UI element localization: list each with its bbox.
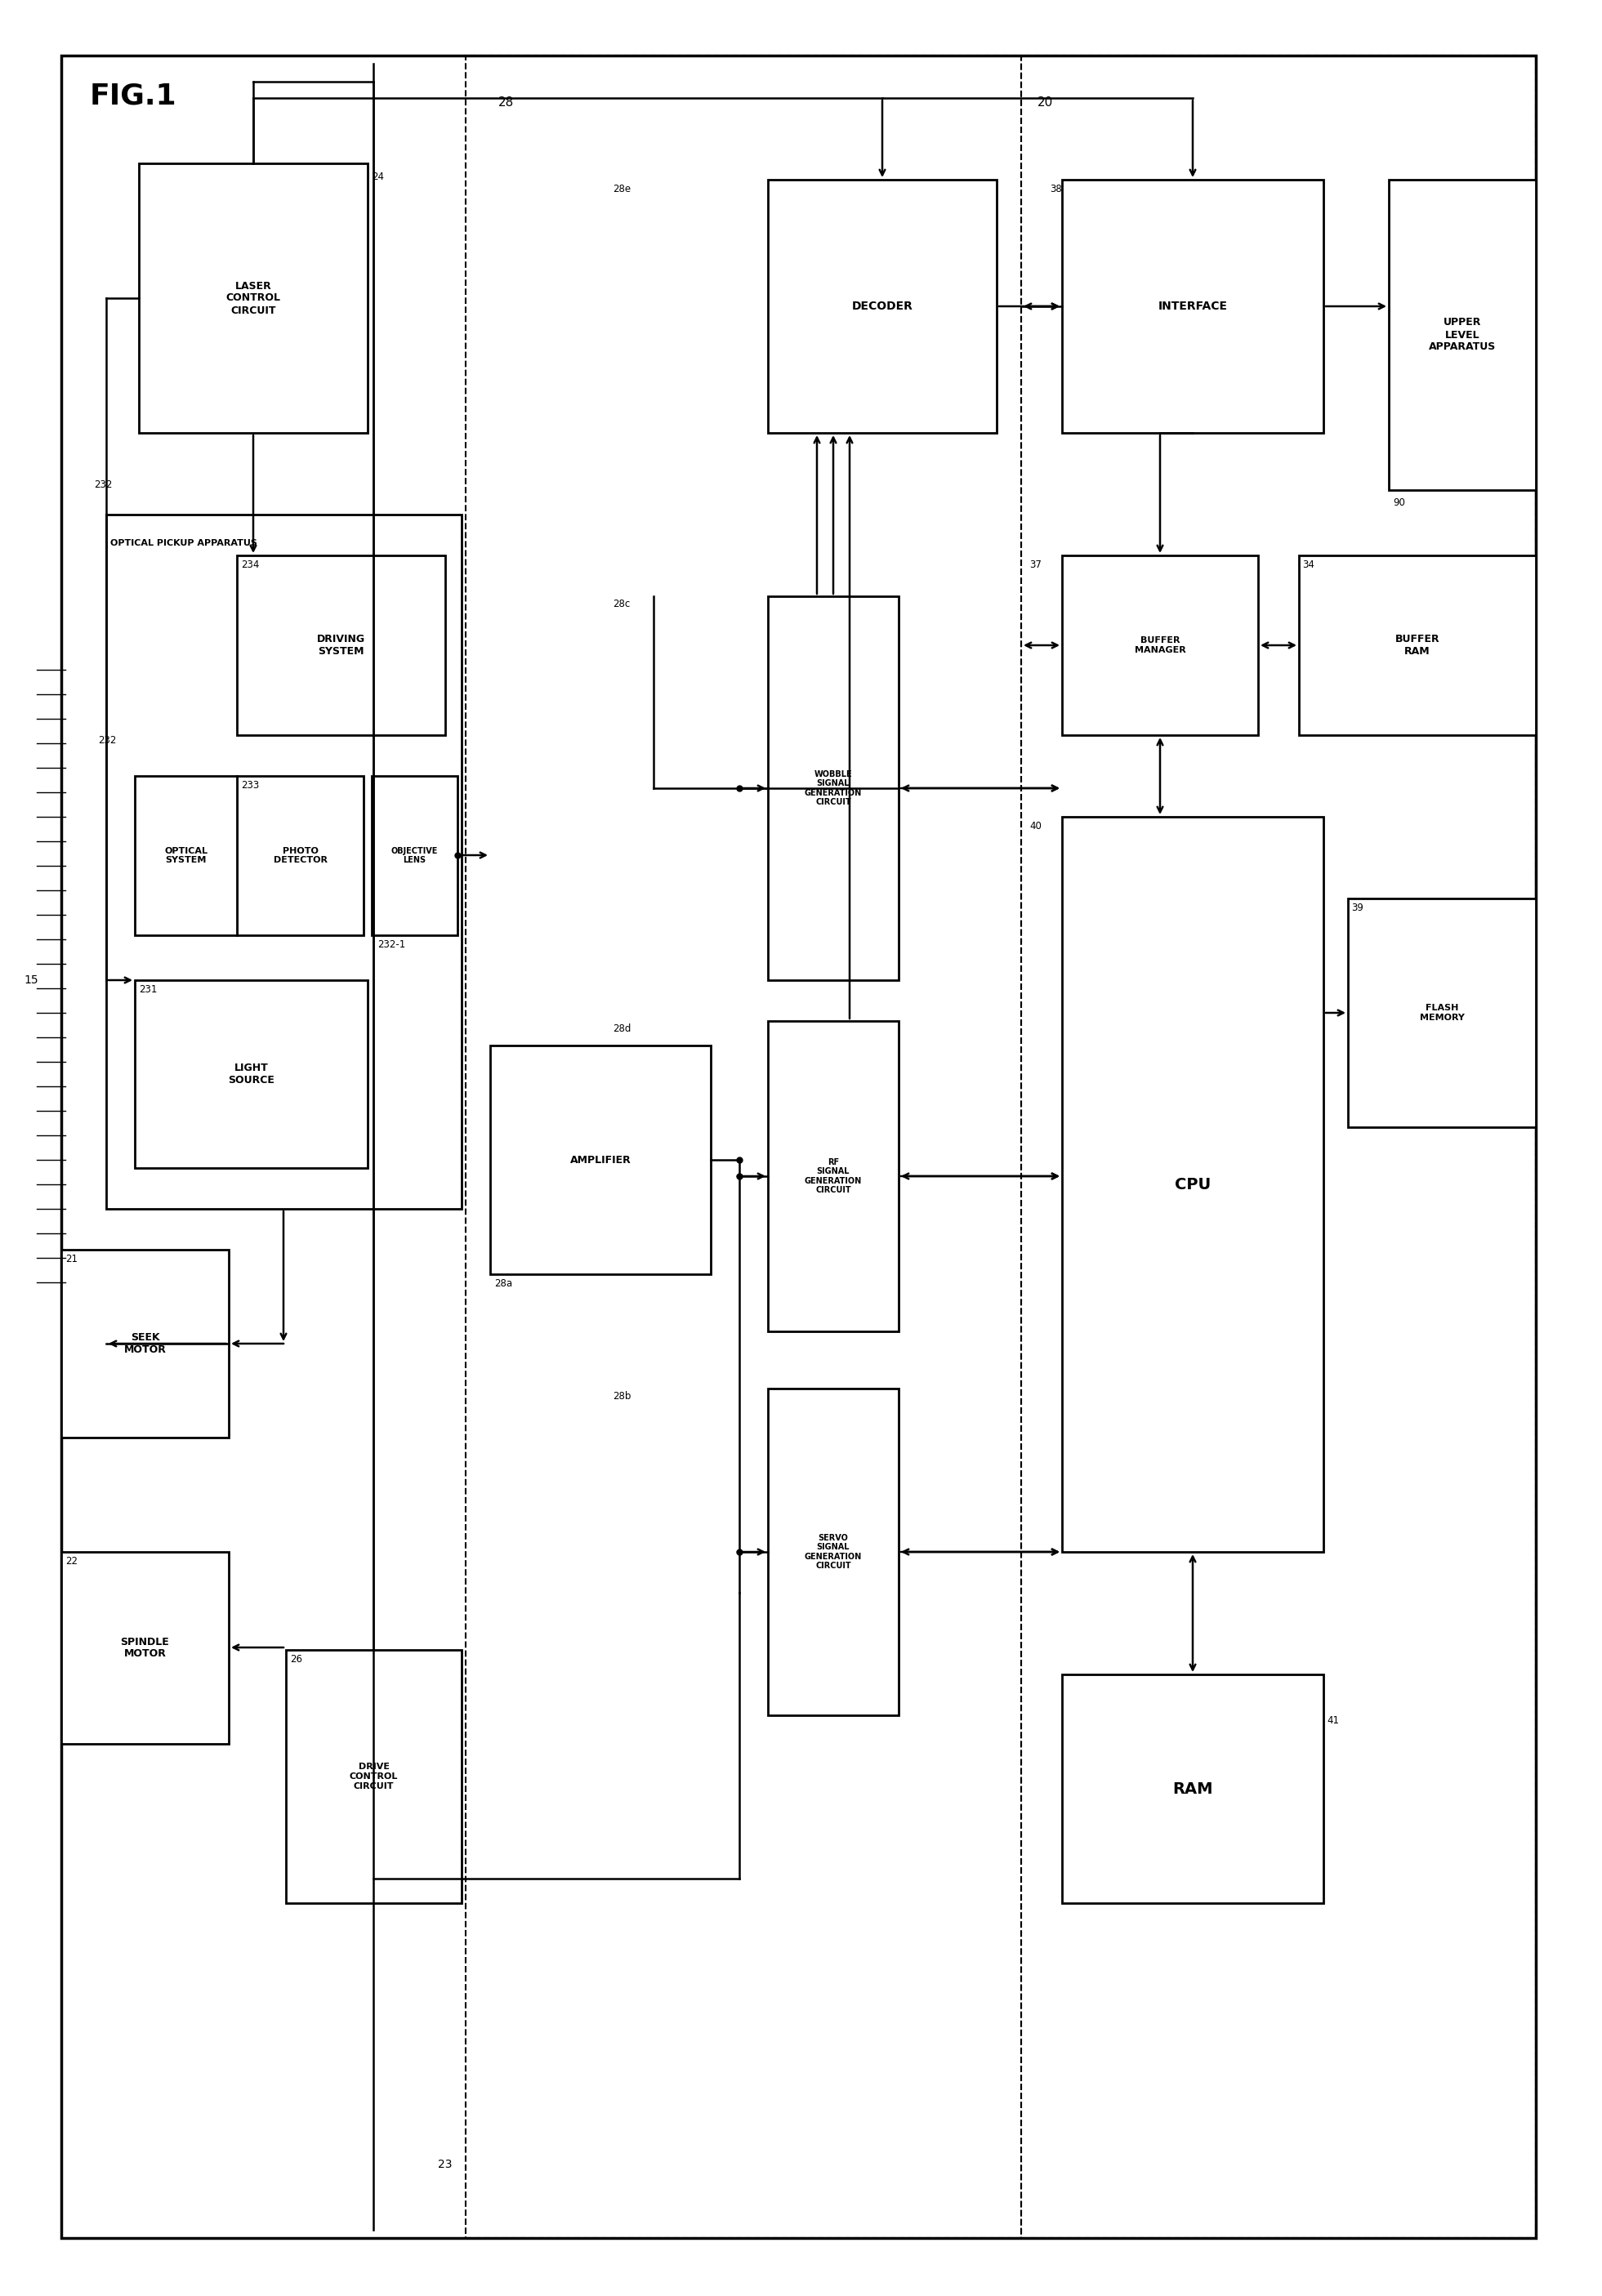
Text: 234: 234 bbox=[240, 560, 260, 569]
Text: DRIVING
SYSTEM: DRIVING SYSTEM bbox=[317, 634, 365, 657]
Text: FLASH
MEMORY: FLASH MEMORY bbox=[1419, 1003, 1464, 1022]
Text: LIGHT
SOURCE: LIGHT SOURCE bbox=[227, 1063, 274, 1086]
Text: UPPER
LEVEL
APPARATUS: UPPER LEVEL APPARATUS bbox=[1429, 317, 1496, 354]
Text: 28d: 28d bbox=[612, 1024, 631, 1033]
Text: RAM: RAM bbox=[1173, 1782, 1213, 1795]
Text: FIG.1: FIG.1 bbox=[90, 83, 176, 110]
Bar bbox=[767, 1389, 899, 1715]
Text: 28c: 28c bbox=[612, 599, 630, 608]
Text: CPU: CPU bbox=[1174, 1176, 1211, 1192]
Text: RF
SIGNAL
GENERATION
CIRCUIT: RF SIGNAL GENERATION CIRCUIT bbox=[804, 1157, 862, 1194]
Bar bbox=[237, 776, 364, 934]
Text: BUFFER
RAM: BUFFER RAM bbox=[1395, 634, 1440, 657]
Text: 232: 232 bbox=[95, 480, 112, 489]
Bar bbox=[1062, 179, 1323, 434]
Text: 34: 34 bbox=[1302, 560, 1314, 569]
Text: 37: 37 bbox=[1030, 560, 1041, 569]
Bar bbox=[135, 776, 237, 934]
Text: 41: 41 bbox=[1326, 1715, 1339, 1727]
Text: 90: 90 bbox=[1392, 498, 1405, 507]
Text: 39: 39 bbox=[1350, 902, 1363, 914]
Text: BUFFER
MANAGER: BUFFER MANAGER bbox=[1134, 636, 1185, 654]
Bar bbox=[1299, 556, 1536, 735]
Bar bbox=[767, 1022, 899, 1332]
Bar bbox=[490, 1045, 711, 1274]
Text: 28a: 28a bbox=[495, 1279, 513, 1288]
Text: 28: 28 bbox=[498, 96, 514, 108]
Bar bbox=[61, 1552, 229, 1745]
Bar bbox=[135, 980, 367, 1169]
Text: 22: 22 bbox=[66, 1557, 77, 1566]
Text: 28e: 28e bbox=[612, 184, 631, 195]
Bar bbox=[1062, 817, 1323, 1552]
Text: 26: 26 bbox=[290, 1653, 303, 1665]
Text: OPTICAL PICKUP APPARATUS: OPTICAL PICKUP APPARATUS bbox=[111, 540, 258, 546]
Text: 15: 15 bbox=[24, 974, 38, 985]
Text: 24: 24 bbox=[372, 172, 384, 181]
Text: DRIVE
CONTROL
CIRCUIT: DRIVE CONTROL CIRCUIT bbox=[349, 1763, 397, 1791]
Text: 23: 23 bbox=[437, 2158, 452, 2170]
Text: OBJECTIVE
LENS: OBJECTIVE LENS bbox=[391, 847, 437, 863]
Bar bbox=[237, 556, 445, 735]
Text: 232: 232 bbox=[98, 735, 117, 746]
Bar bbox=[1389, 179, 1536, 489]
Bar bbox=[61, 1249, 229, 1437]
Text: 38: 38 bbox=[1049, 184, 1062, 195]
Text: WOBBLE
SIGNAL
GENERATION
CIRCUIT: WOBBLE SIGNAL GENERATION CIRCUIT bbox=[804, 769, 862, 806]
Text: AMPLIFIER: AMPLIFIER bbox=[570, 1155, 631, 1164]
Text: LASER
CONTROL
CIRCUIT: LASER CONTROL CIRCUIT bbox=[226, 280, 280, 315]
Bar bbox=[1062, 556, 1258, 735]
Text: SEEK
MOTOR: SEEK MOTOR bbox=[123, 1332, 167, 1355]
Bar bbox=[372, 776, 458, 934]
Text: INTERFACE: INTERFACE bbox=[1158, 301, 1227, 312]
Text: SERVO
SIGNAL
GENERATION
CIRCUIT: SERVO SIGNAL GENERATION CIRCUIT bbox=[804, 1534, 862, 1570]
Text: SPINDLE
MOTOR: SPINDLE MOTOR bbox=[120, 1637, 170, 1660]
Bar bbox=[767, 597, 899, 980]
Bar bbox=[285, 1651, 461, 1903]
Bar bbox=[466, 55, 1020, 2239]
Bar bbox=[1020, 55, 1536, 2239]
Text: DECODER: DECODER bbox=[852, 301, 913, 312]
Bar bbox=[106, 514, 461, 1210]
Text: 231: 231 bbox=[139, 985, 157, 994]
Text: 21: 21 bbox=[66, 1254, 77, 1265]
Bar bbox=[139, 163, 367, 434]
Bar bbox=[767, 179, 996, 434]
Text: PHOTO
DETECTOR: PHOTO DETECTOR bbox=[274, 847, 327, 863]
Bar bbox=[1062, 1674, 1323, 1903]
Text: 28b: 28b bbox=[612, 1391, 631, 1401]
Text: 40: 40 bbox=[1030, 822, 1041, 831]
Text: 232-1: 232-1 bbox=[378, 939, 405, 951]
Text: 20: 20 bbox=[1038, 96, 1053, 108]
Text: OPTICAL
SYSTEM: OPTICAL SYSTEM bbox=[163, 847, 208, 863]
Text: 233: 233 bbox=[240, 781, 260, 790]
Bar bbox=[1347, 898, 1536, 1127]
